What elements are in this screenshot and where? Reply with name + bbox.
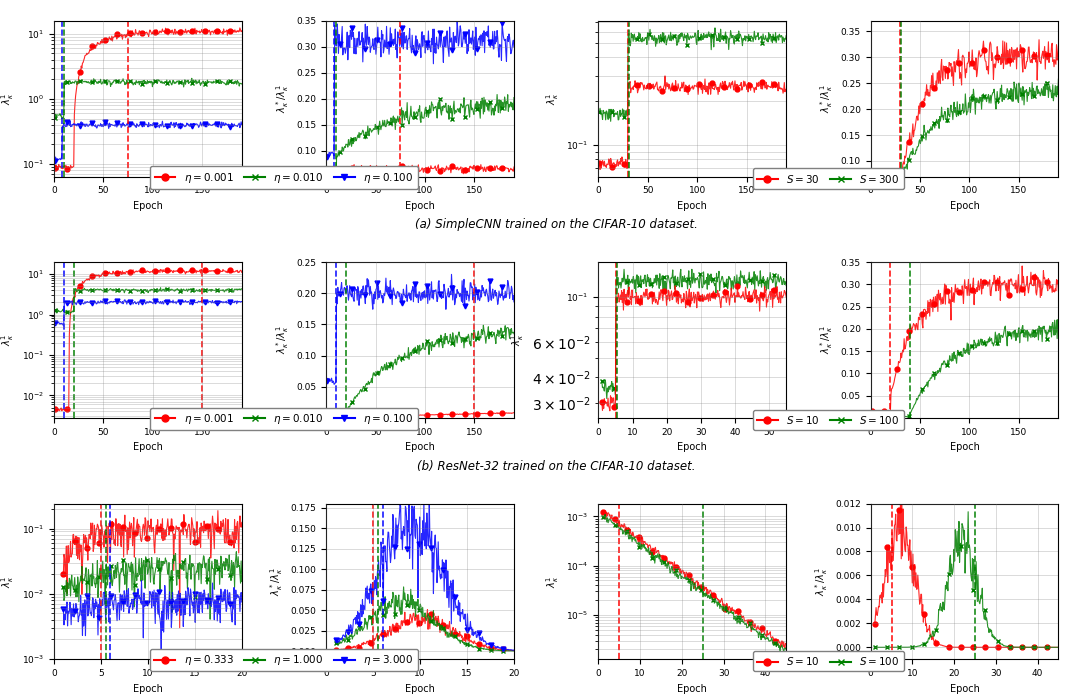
X-axis label: Epoch: Epoch [133,442,163,452]
X-axis label: Epoch: Epoch [133,201,163,211]
X-axis label: Epoch: Epoch [133,684,163,693]
Y-axis label: $\lambda_\kappa^1$: $\lambda_\kappa^1$ [0,575,16,588]
Y-axis label: $\lambda_\kappa^1$: $\lambda_\kappa^1$ [0,92,16,105]
Y-axis label: $\lambda_\kappa^* / \lambda_\kappa^1$: $\lambda_\kappa^* / \lambda_\kappa^1$ [813,567,829,596]
Text: (a) SimpleCNN trained on the CIFAR-10 dataset.: (a) SimpleCNN trained on the CIFAR-10 da… [415,218,698,231]
Text: (b) ResNet-32 trained on the CIFAR-10 dataset.: (b) ResNet-32 trained on the CIFAR-10 da… [417,459,696,473]
Y-axis label: $\lambda_\kappa^1$: $\lambda_\kappa^1$ [510,334,526,346]
Y-axis label: $\lambda_\kappa^1$: $\lambda_\kappa^1$ [544,575,561,588]
X-axis label: Epoch: Epoch [405,201,435,211]
Legend: $\eta = 0.001$, $\eta = 0.010$, $\eta = 0.100$: $\eta = 0.001$, $\eta = 0.010$, $\eta = … [150,167,418,189]
Y-axis label: $\lambda_\kappa^1$: $\lambda_\kappa^1$ [544,92,561,105]
X-axis label: Epoch: Epoch [949,442,980,452]
X-axis label: Epoch: Epoch [949,201,980,211]
X-axis label: Epoch: Epoch [405,442,435,452]
Y-axis label: $\lambda_\kappa^* / \lambda_\kappa^1$: $\lambda_\kappa^* / \lambda_\kappa^1$ [274,325,291,355]
X-axis label: Epoch: Epoch [405,684,435,693]
Y-axis label: $\lambda_\kappa^1$: $\lambda_\kappa^1$ [0,334,16,346]
Legend: $S = 10$, $S = 100$: $S = 10$, $S = 100$ [753,651,904,671]
X-axis label: Epoch: Epoch [677,201,707,211]
Y-axis label: $\lambda_\kappa^* / \lambda_\kappa^1$: $\lambda_\kappa^* / \lambda_\kappa^1$ [274,84,291,113]
X-axis label: Epoch: Epoch [949,684,980,693]
Y-axis label: $\lambda_\kappa^* / \lambda_\kappa^1$: $\lambda_\kappa^* / \lambda_\kappa^1$ [819,325,835,355]
Legend: $\eta = 0.001$, $\eta = 0.010$, $\eta = 0.100$: $\eta = 0.001$, $\eta = 0.010$, $\eta = … [150,408,418,430]
Legend: $S = 30$, $S = 300$: $S = 30$, $S = 300$ [753,169,904,189]
Legend: $\eta = 0.333$, $\eta = 1.000$, $\eta = 3.000$: $\eta = 0.333$, $\eta = 1.000$, $\eta = … [150,649,418,671]
X-axis label: Epoch: Epoch [677,684,707,693]
Y-axis label: $\lambda_\kappa^* / \lambda_\kappa^1$: $\lambda_\kappa^* / \lambda_\kappa^1$ [819,84,835,113]
Y-axis label: $\lambda_\kappa^* / \lambda_\kappa^1$: $\lambda_\kappa^* / \lambda_\kappa^1$ [268,567,285,596]
Legend: $S = 10$, $S = 100$: $S = 10$, $S = 100$ [753,409,904,430]
X-axis label: Epoch: Epoch [677,442,707,452]
